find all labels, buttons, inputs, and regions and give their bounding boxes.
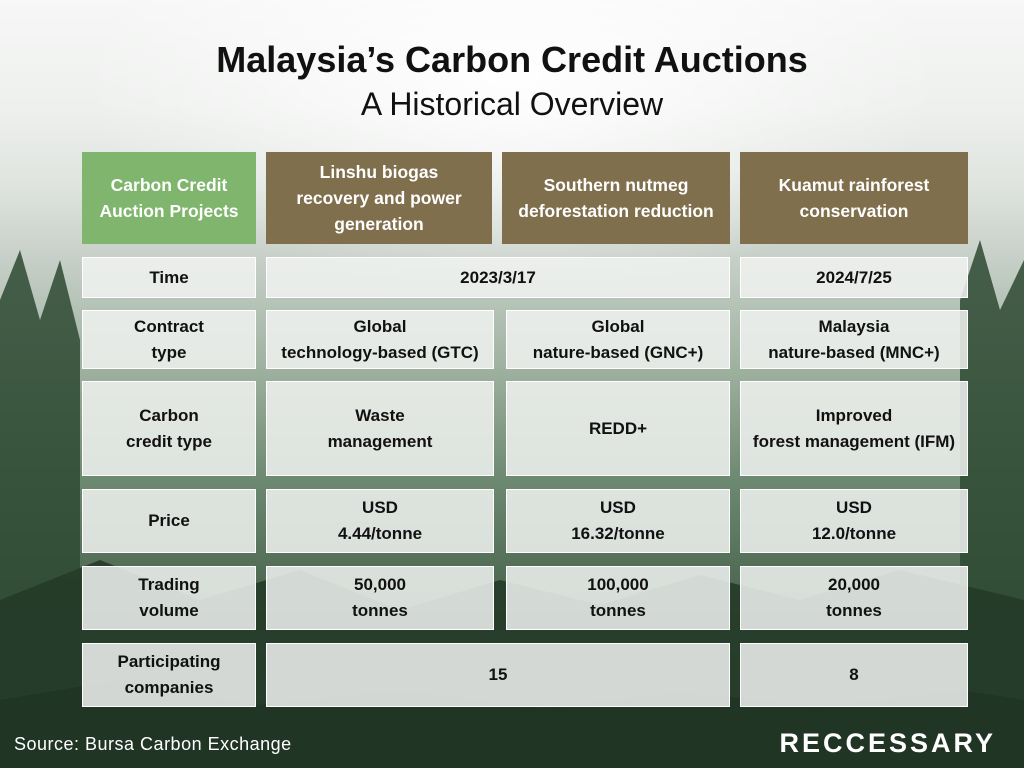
row-label-contract-type: Contract type	[82, 310, 256, 369]
credit-type-southern-nutmeg: REDD+	[506, 381, 730, 476]
credit-type-kuamut: Improved forest management (IFM)	[740, 381, 968, 476]
time-value-2024: 2024/7/25	[740, 257, 968, 298]
companies-2024-auction: 8	[740, 643, 968, 707]
row-label-trading-volume: Trading volume	[82, 566, 256, 630]
header-cell-projects: Carbon Credit Auction Projects	[82, 152, 256, 244]
price-linshu: USD 4.44/tonne	[266, 489, 494, 553]
contract-type-kuamut: Malaysia nature-based (MNC+)	[740, 310, 968, 369]
volume-kuamut: 20,000 tonnes	[740, 566, 968, 630]
header-cell-linshu: Linshu biogas recovery and power generat…	[266, 152, 492, 244]
volume-southern-nutmeg: 100,000 tonnes	[506, 566, 730, 630]
header-cell-southern-nutmeg: Southern nutmeg deforestation reduction	[502, 152, 730, 244]
row-label-participating-companies: Participating companies	[82, 643, 256, 707]
credit-type-linshu: Waste management	[266, 381, 494, 476]
price-kuamut: USD 12.0/tonne	[740, 489, 968, 553]
row-label-time: Time	[82, 257, 256, 298]
row-label-carbon-credit-type: Carbon credit type	[82, 381, 256, 476]
time-value-2023: 2023/3/17	[266, 257, 730, 298]
contract-type-southern-nutmeg: Global nature-based (GNC+)	[506, 310, 730, 369]
header-cell-kuamut: Kuamut rainforest conservation	[740, 152, 968, 244]
price-southern-nutmeg: USD 16.32/tonne	[506, 489, 730, 553]
page-subtitle: A Historical Overview	[360, 86, 664, 122]
volume-linshu: 50,000 tonnes	[266, 566, 494, 630]
contract-type-linshu: Global technology-based (GTC)	[266, 310, 494, 369]
page-title: Malaysia’s Carbon Credit Auctions	[216, 39, 808, 80]
row-label-price: Price	[82, 489, 256, 553]
reccessary-logo: RECCESSARY	[779, 728, 996, 758]
companies-2023-auction: 15	[266, 643, 730, 707]
source-credit: Source: Bursa Carbon Exchange	[14, 734, 292, 754]
